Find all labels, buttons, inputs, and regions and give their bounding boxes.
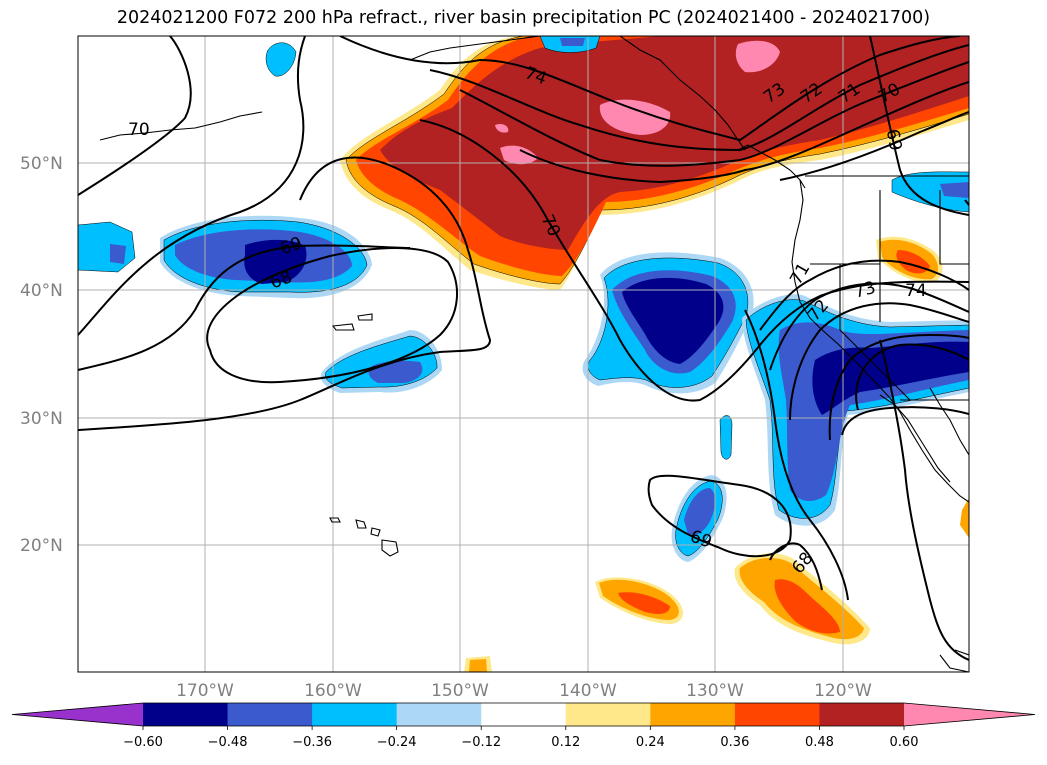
contour-label-73-east: 73 (852, 278, 878, 303)
coastline-islands (331, 313, 373, 331)
colorbar-tick-label: 0.60 (890, 735, 919, 750)
contour-68-west (78, 244, 411, 371)
coastlines (99, 36, 969, 672)
blue-blob-top-right-core (560, 38, 585, 46)
contour-73-loop (841, 406, 969, 436)
warm-band-pink-a (599, 99, 671, 135)
warm-band-pink-b (500, 145, 538, 165)
gridlines (78, 36, 969, 672)
blue-blob-top (265, 42, 297, 77)
coastline-mexico-south (939, 649, 969, 672)
warm-band-pink-c (735, 40, 780, 73)
contour-74-east (828, 333, 969, 441)
lon-label-160: 160°W (304, 681, 362, 701)
lon-label-150: 150°W (431, 681, 489, 701)
warm-blob-se-redorange (774, 579, 840, 634)
colorbar-tick-label: −0.48 (208, 735, 248, 750)
colorbar-tick-label: 0.36 (720, 735, 749, 750)
coastline-alaska (99, 111, 263, 141)
map-frame (77, 35, 970, 673)
coastline-hawaii (329, 517, 399, 557)
contour-label-69-ne: 69 (882, 128, 905, 153)
colorbar-tick-label: −0.12 (461, 735, 501, 750)
warm-band-pink-d (495, 123, 509, 133)
blue-core-far-west (110, 244, 126, 264)
contour-73 (429, 44, 969, 152)
colorbar-segment (819, 703, 905, 726)
contour-70-west (78, 36, 192, 196)
coastline-us-west (791, 179, 969, 503)
negative-anomaly-areas (78, 215, 969, 562)
colorbar-tick-label: 0.12 (551, 735, 580, 750)
colorbar-tick-label: −0.36 (292, 735, 332, 750)
lat-label-40: 40°N (20, 281, 63, 301)
border-state-c (839, 264, 911, 401)
contour-68-se (769, 542, 823, 591)
colorbar: −0.60 −0.48 −0.36 −0.24 −0.12 0.12 0.24 0.36 0.4… (11, 702, 1036, 750)
lon-label-120: 120°W (814, 681, 872, 701)
coastline-mexico (929, 387, 969, 456)
colorbar-segment (481, 703, 567, 726)
coastline-bc-panhandle (619, 36, 746, 151)
contour-69-ne (869, 36, 969, 216)
lat-label-30: 30°N (20, 409, 63, 429)
contour-se-extra (879, 339, 969, 661)
contour-68-loop (206, 247, 458, 384)
lon-label-130: 130°W (686, 681, 744, 701)
colorbar-segment (734, 703, 820, 726)
longitude-labels: 170°W 160°W 150°W 140°W 130°W 120°W (176, 681, 872, 701)
map-title: 2024021200 F072 200 hPa refract., river … (116, 8, 931, 28)
colorbar-tick-label: 0.48 (805, 735, 834, 750)
warm-blob-bottom-orange (469, 659, 487, 672)
contour-73-east (789, 302, 969, 421)
blue-blob-coast-dark (812, 341, 969, 415)
blue-blob-right-edge-core (940, 182, 969, 198)
contour-label-74-east: 74 (905, 281, 927, 301)
contour-label-70-west: 70 (128, 120, 150, 140)
latitude-labels: 50°N 40°N 30°N 20°N (20, 154, 63, 556)
warm-blob-edge (960, 498, 969, 538)
colorbar-segment (650, 703, 736, 726)
blue-blob-thin (719, 415, 733, 460)
warm-band-darkred (380, 36, 969, 250)
colorbar-segment (565, 703, 651, 726)
colorbar-tick-label: −0.60 (123, 735, 163, 750)
blue-blob-far-west (78, 221, 136, 273)
contour-69-mid (78, 156, 492, 431)
blue-blob-south-blue (684, 488, 716, 536)
lon-label-140: 140°W (559, 681, 617, 701)
warm-blob-sw-redorange (618, 592, 670, 614)
contour-72 (459, 61, 969, 167)
colorbar-segment (143, 703, 229, 726)
lon-label-170: 170°W (176, 681, 234, 701)
contour-69-west (78, 36, 306, 336)
map-area: 70 74 73 72 71 70 69 69 68 70 73 74 72 7… (78, 36, 969, 672)
contours (78, 36, 969, 661)
contour-71 (519, 81, 969, 184)
border-state-b (879, 190, 969, 265)
lat-label-20: 20°N (20, 536, 63, 556)
lat-label-50: 50°N (20, 154, 63, 174)
contour-71-east (759, 259, 969, 331)
colorbar-extend-min (12, 703, 143, 726)
contour-ne-72-right (964, 199, 969, 206)
colorbar-segment (396, 703, 482, 726)
blue-blob-center-dark (622, 277, 724, 364)
contour-68-south (647, 474, 792, 558)
colorbar-tick-label: −0.24 (377, 735, 417, 750)
contour-72-east (769, 282, 969, 371)
blue-blob-right-edge (891, 171, 969, 213)
colorbar-segment (227, 703, 313, 726)
blue-blob-west-dark (244, 239, 307, 284)
coastline-gulf-of-alaska (409, 36, 541, 61)
contour-69-east (779, 111, 969, 181)
contour-74 (339, 36, 961, 142)
contour-74-loop (855, 343, 969, 411)
colorbar-segment (312, 703, 398, 726)
colorbar-extend-max (904, 703, 1035, 726)
colorbar-tick-label: 0.24 (636, 735, 665, 750)
contour-69-south (744, 309, 849, 601)
